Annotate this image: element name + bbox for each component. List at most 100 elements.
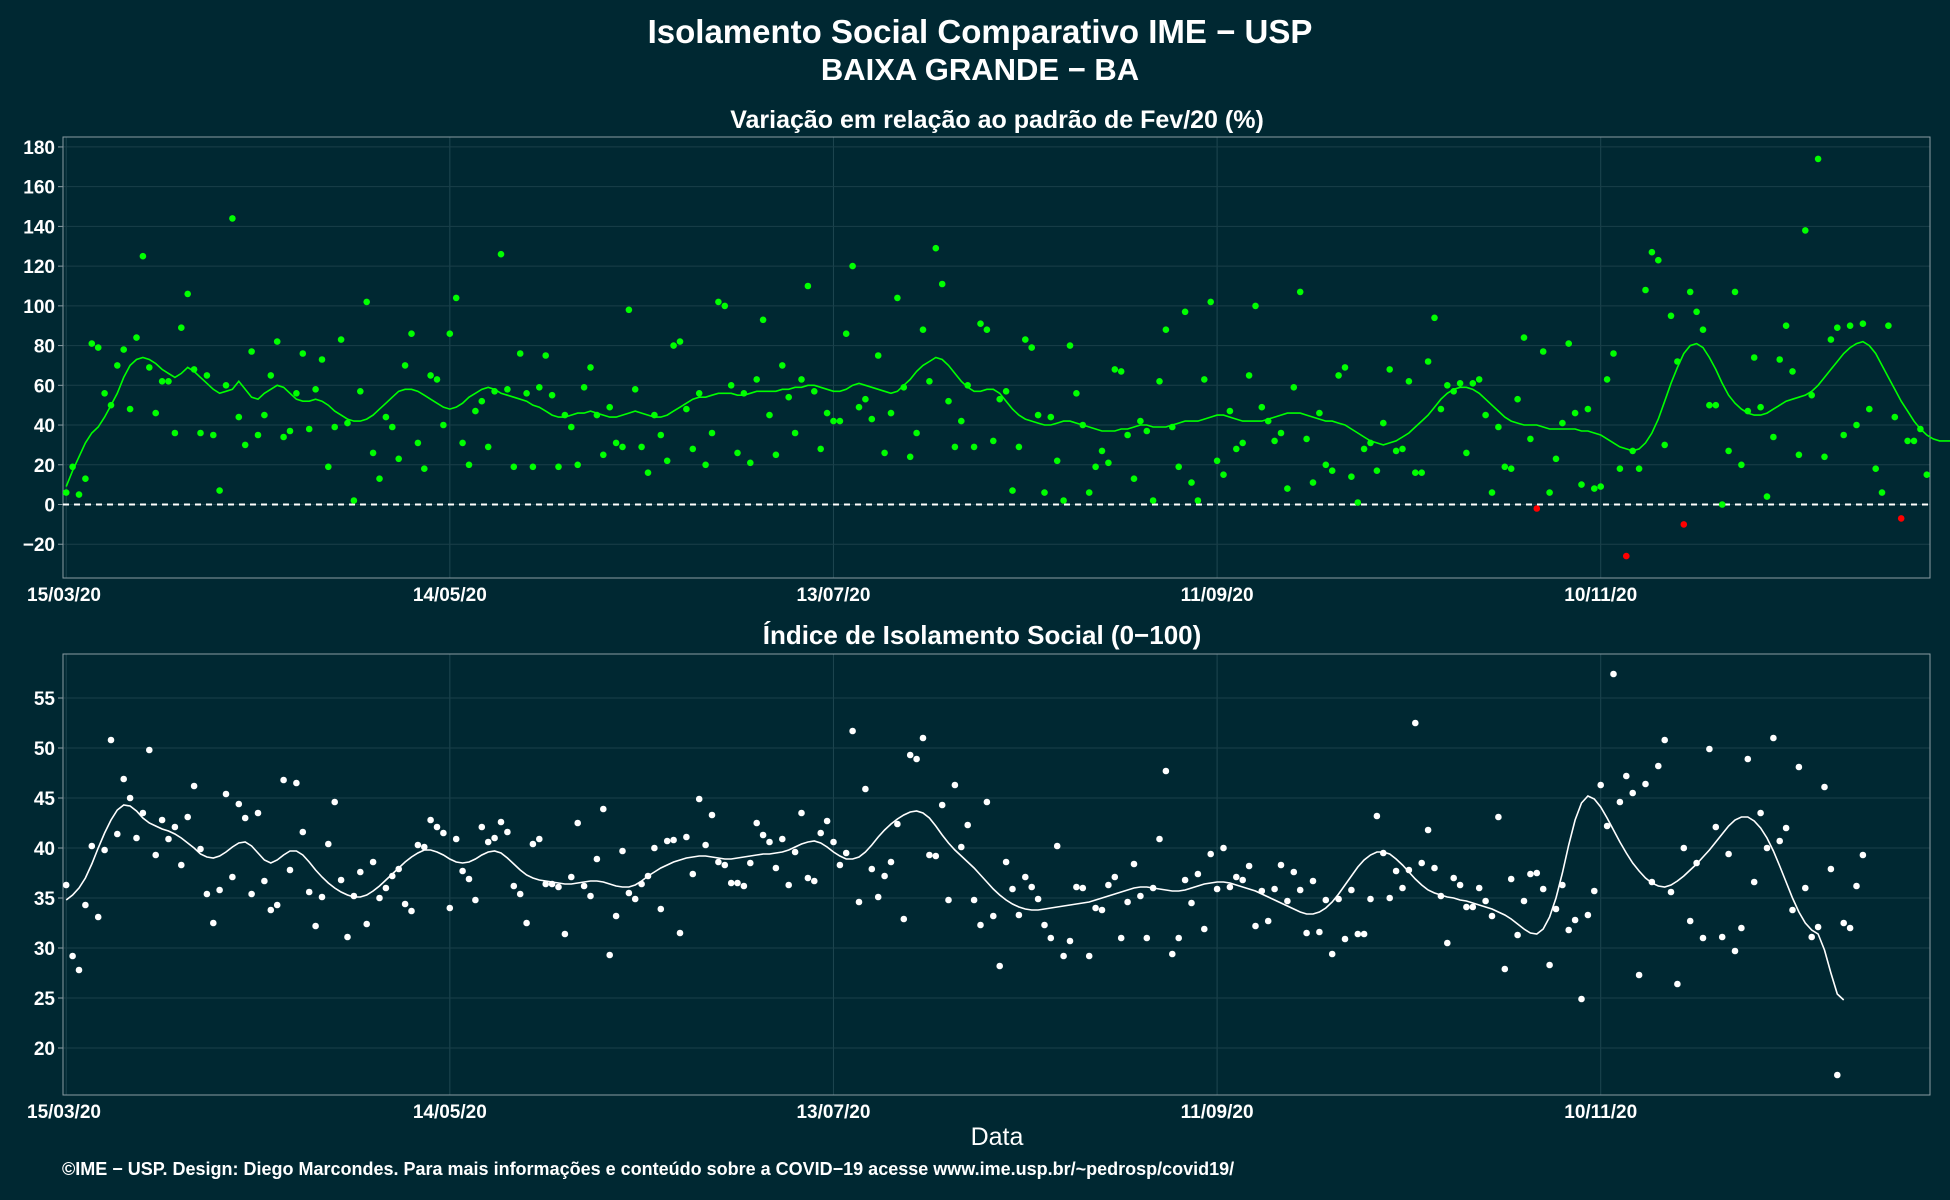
top-data-point: [529, 463, 537, 471]
bottom-data-point: [913, 755, 920, 763]
top-data-point: [497, 250, 505, 258]
top-data-point: [1814, 155, 1822, 163]
top-data-point: [1444, 382, 1451, 389]
bottom-data-point: [133, 834, 140, 842]
top-data-point: [983, 326, 991, 334]
top-panel-title: Variação em relação ao padrão de Fev/20 …: [730, 106, 1264, 134]
bottom-data-point: [363, 920, 371, 928]
bottom-data-point: [1360, 930, 1368, 938]
top-data-point: [593, 411, 601, 419]
bottom-data-point: [1584, 911, 1592, 919]
bottom-data-point: [478, 823, 486, 831]
top-data-point: [1559, 419, 1566, 427]
top-data-point: [874, 352, 882, 359]
footer-credit: ©IME − USP. Design: Diego Marcondes. Par…: [62, 1159, 1234, 1179]
top-data-point: [868, 415, 876, 423]
bottom-data-point: [1802, 884, 1809, 892]
top-data-point: [1399, 445, 1406, 453]
bottom-x-tick-label: 15/03/20: [27, 1102, 101, 1123]
bottom-data-point: [1814, 923, 1822, 931]
bottom-data-point: [1418, 859, 1425, 867]
top-x-tick-label: 10/11/20: [1564, 585, 1637, 606]
bottom-y-tick-label: 25: [34, 989, 56, 1010]
bottom-data-point: [337, 876, 345, 884]
bottom-data-point: [1770, 734, 1777, 742]
bottom-data-point: [619, 847, 626, 855]
bottom-data-point: [1373, 812, 1381, 820]
top-panel-border: [62, 136, 1931, 579]
top-data-point: [1271, 437, 1278, 445]
bottom-data-point: [1181, 876, 1189, 884]
bottom-data-point: [536, 835, 543, 843]
bottom-data-point: [286, 866, 294, 874]
top-data-point: [651, 411, 658, 419]
top-data-point: [715, 298, 722, 306]
top-data-point: [1015, 443, 1023, 451]
bottom-data-point: [1322, 896, 1330, 904]
top-data-point: [919, 326, 927, 334]
bottom-data-point: [1750, 878, 1758, 886]
top-data-point: [600, 451, 607, 459]
bottom-data-point: [561, 930, 569, 938]
bottom-data-point: [1143, 934, 1151, 942]
top-data-point: [286, 427, 294, 435]
top-data-point: [631, 386, 639, 393]
bottom-data-point: [1706, 745, 1713, 753]
bottom-data-point: [1437, 892, 1445, 900]
top-data-point: [312, 386, 319, 393]
bottom-data-point: [1795, 763, 1803, 771]
top-data-point: [1527, 435, 1534, 443]
bottom-data-point: [299, 828, 307, 836]
bottom-data-point: [1386, 894, 1393, 902]
bottom-data-point: [126, 794, 134, 802]
top-data-point: [1341, 364, 1349, 371]
x-axis-label: Data: [971, 1123, 1024, 1151]
top-data-point: [1699, 326, 1707, 334]
top-data-point: [344, 419, 351, 427]
bottom-data-point: [241, 814, 249, 822]
bottom-data-point: [868, 865, 876, 873]
bottom-data-point: [203, 890, 211, 898]
top-data-point: [836, 417, 844, 425]
top-data-point: [1853, 421, 1860, 429]
bottom-data-point: [1015, 911, 1023, 919]
top-data-point: [766, 411, 773, 419]
top-data-point: [254, 431, 262, 439]
bottom-data-point: [1482, 897, 1489, 905]
top-data-point: [1591, 485, 1598, 492]
bottom-data-point: [555, 883, 562, 891]
bottom-data-point: [990, 912, 997, 920]
bottom-data-point: [1277, 861, 1285, 869]
bottom-data-point: [1213, 885, 1221, 893]
bottom-data-point: [190, 782, 198, 790]
bottom-data-point: [1507, 875, 1515, 883]
bottom-data-point: [1226, 883, 1234, 891]
top-data-point: [75, 491, 83, 498]
top-data-point: [1469, 380, 1477, 387]
bottom-data-point: [676, 929, 684, 937]
top-data-point: [1277, 429, 1285, 437]
bottom-data-point: [1022, 873, 1029, 881]
top-y-tick-label: 20: [34, 456, 55, 477]
bottom-x-tick-label: 13/07/20: [796, 1102, 870, 1123]
bottom-data-point: [357, 868, 364, 876]
bottom-data-point: [1642, 780, 1649, 788]
top-data-point: [1597, 483, 1604, 490]
top-data-point: [1226, 407, 1234, 415]
bottom-data-point: [1296, 886, 1304, 894]
bottom-data-point: [587, 892, 594, 900]
bottom-data-point: [1284, 897, 1291, 905]
bottom-data-point: [1763, 844, 1771, 852]
bottom-data-point: [1162, 767, 1170, 775]
bottom-data-point: [631, 895, 639, 903]
bottom-data-point: [446, 904, 454, 912]
bottom-data-point: [1661, 736, 1668, 744]
top-data-point: [69, 463, 76, 471]
top-data-point: [1776, 356, 1783, 363]
top-data-point: [1507, 465, 1515, 473]
bottom-data-point: [440, 829, 447, 837]
bottom-data-point: [1693, 859, 1700, 867]
top-data-point: [1169, 423, 1176, 431]
bottom-data-point: [1725, 850, 1732, 858]
